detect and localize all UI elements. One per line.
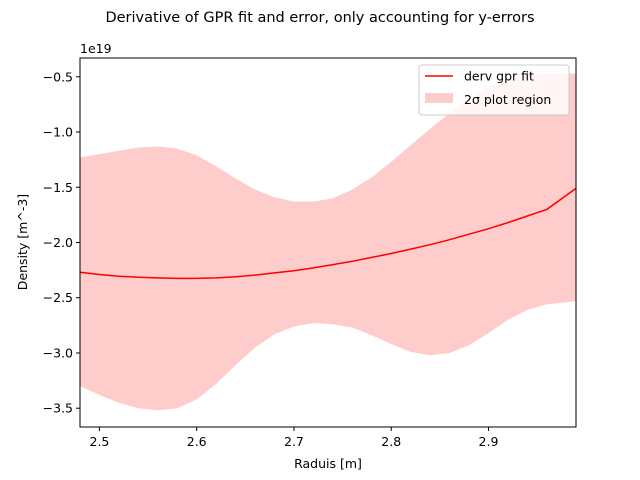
chart-title: Derivative of GPR fit and error, only ac… — [105, 10, 534, 26]
x-tick-label: 2.8 — [381, 434, 401, 449]
y-axis: −3.5 −3.0 −2.5 −2.0 −1.5 −1.0 −0.5 — [43, 69, 80, 416]
x-tick-label: 2.5 — [90, 434, 110, 449]
legend-label-band: 2σ plot region — [464, 92, 551, 107]
legend-box — [418, 64, 570, 116]
x-tick-label: 2.7 — [284, 434, 304, 449]
y-tick-label: −1.0 — [43, 125, 73, 140]
legend-label-line: derv gpr fit — [464, 69, 534, 84]
band-layer — [80, 73, 576, 411]
y-tick-label: −1.5 — [43, 180, 73, 195]
y-tick-label: −0.5 — [43, 69, 73, 84]
y-tick-label: −3.0 — [43, 345, 73, 360]
line-layer — [79, 187, 577, 280]
y-axis-label: Density [m^-3] — [15, 194, 30, 290]
x-tick-label: 2.6 — [187, 434, 207, 449]
legend: derv gpr fit 2σ plot region — [418, 64, 570, 116]
x-axis-label: Raduis [m] — [294, 456, 362, 471]
y-tick-label: −3.5 — [43, 401, 73, 416]
y-tick-label: −2.0 — [43, 235, 73, 250]
series-line-derv-gpr-fit — [79, 187, 577, 280]
x-tick-label: 2.9 — [479, 434, 499, 449]
legend-swatch-band — [425, 93, 453, 103]
band-2sigma — [80, 73, 576, 411]
x-axis: 2.5 2.6 2.7 2.8 2.9 — [90, 427, 499, 449]
y-offset-text: 1e19 — [80, 41, 112, 56]
y-tick-label: −2.5 — [43, 290, 73, 305]
